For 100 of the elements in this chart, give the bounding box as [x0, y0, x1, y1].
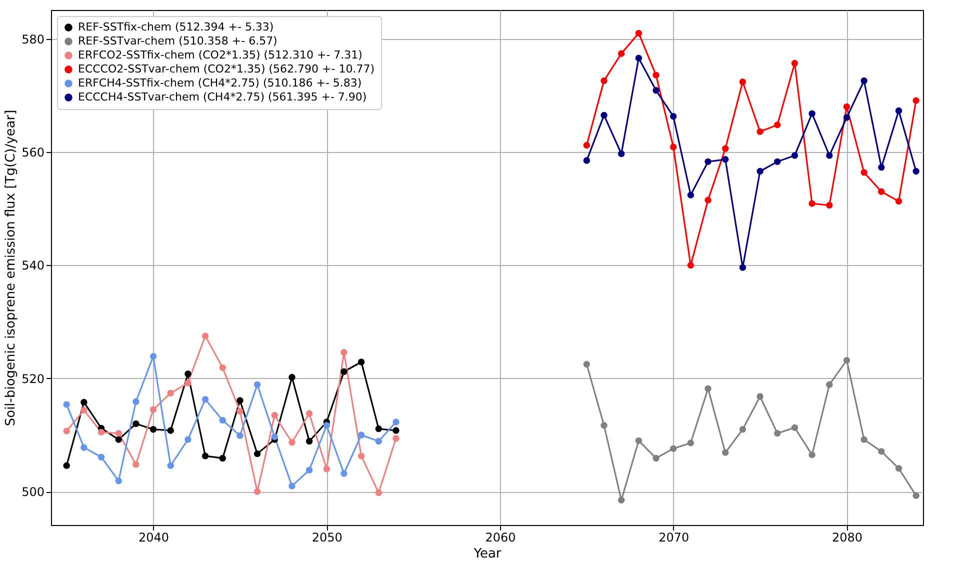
point	[635, 437, 642, 444]
point	[63, 428, 70, 434]
point	[826, 202, 833, 209]
point	[236, 397, 244, 404]
point	[826, 381, 833, 388]
point	[826, 152, 833, 159]
point	[878, 188, 885, 196]
point	[132, 420, 140, 428]
point	[236, 432, 244, 439]
point	[583, 142, 590, 149]
point	[739, 264, 746, 271]
point	[843, 356, 850, 364]
point	[323, 466, 330, 472]
point	[600, 77, 608, 84]
point	[722, 145, 729, 152]
point	[167, 390, 174, 396]
point	[843, 103, 850, 110]
point	[704, 385, 712, 392]
point	[756, 128, 764, 136]
point	[150, 406, 157, 413]
point	[202, 332, 209, 340]
point	[150, 353, 157, 360]
y-tick-label: 520	[22, 372, 44, 386]
y-tick-label: 580	[22, 32, 44, 46]
point	[722, 449, 729, 456]
point	[739, 78, 746, 86]
x-tick-label: 2050	[312, 530, 342, 544]
x-axis-title: Year	[472, 546, 502, 562]
point	[878, 448, 885, 455]
point	[167, 462, 174, 469]
point	[98, 428, 105, 436]
point	[236, 408, 244, 415]
point	[80, 406, 88, 414]
point	[808, 110, 816, 117]
point	[652, 72, 660, 78]
point	[860, 436, 868, 443]
point	[912, 97, 920, 104]
point	[808, 200, 816, 207]
y-tick-label: 540	[22, 258, 44, 273]
point	[375, 425, 382, 432]
point	[219, 454, 226, 462]
point	[306, 410, 313, 417]
point	[895, 107, 902, 114]
point	[271, 433, 278, 440]
point	[132, 398, 140, 405]
point	[722, 156, 729, 163]
point	[288, 374, 296, 381]
point	[358, 432, 365, 438]
point	[895, 198, 902, 205]
point	[739, 426, 746, 433]
point	[184, 380, 192, 386]
y-tick-label: 560	[22, 146, 44, 160]
point	[288, 482, 296, 490]
point	[306, 466, 313, 474]
point	[912, 492, 920, 499]
point	[687, 440, 694, 446]
point	[670, 445, 677, 452]
point	[306, 438, 313, 445]
point	[652, 87, 660, 94]
point	[652, 454, 660, 462]
point	[600, 112, 608, 119]
point	[756, 168, 764, 175]
point	[583, 157, 590, 164]
point	[254, 450, 261, 458]
point	[184, 436, 192, 443]
point	[670, 144, 677, 150]
point	[635, 30, 642, 37]
point	[340, 470, 348, 477]
x-tick-label: 2070	[658, 530, 690, 544]
legend-label: ECCCO2-SSTvar-chem (CO2*1.35) (562.790 +- 10.77)	[78, 62, 374, 76]
point	[774, 158, 781, 166]
x-tick-label: 2080	[832, 530, 862, 544]
point	[271, 412, 278, 419]
point	[860, 169, 868, 176]
point	[704, 158, 712, 166]
point	[323, 422, 330, 429]
point	[808, 451, 816, 458]
point	[878, 164, 885, 171]
legend-label: REF-SSTvar-chem (510.358 +- 6.57)	[78, 34, 278, 48]
legend-label: ECCCH4-SSTvar-chem (CH4*2.75) (561.395 +- 7.90)	[78, 90, 367, 104]
legend-label: ERFCO2-SSTfix-chem (CO2*1.35) (512.310 +- 7.31)	[78, 48, 362, 62]
y-axis-title: Soil-biogenic isoprene emission flux [Tg(C)/year]	[4, 110, 19, 426]
point	[202, 452, 209, 460]
point	[375, 489, 382, 496]
point	[288, 439, 296, 446]
point	[392, 435, 400, 442]
point	[80, 398, 88, 406]
point	[791, 152, 798, 159]
point	[774, 430, 781, 437]
point	[63, 401, 70, 408]
point	[184, 370, 192, 378]
point	[80, 444, 88, 451]
point	[392, 427, 400, 434]
point	[860, 77, 868, 84]
point	[98, 454, 105, 460]
point	[843, 114, 850, 121]
point	[340, 368, 348, 375]
point	[132, 461, 140, 468]
point	[219, 416, 226, 424]
point	[600, 422, 608, 429]
